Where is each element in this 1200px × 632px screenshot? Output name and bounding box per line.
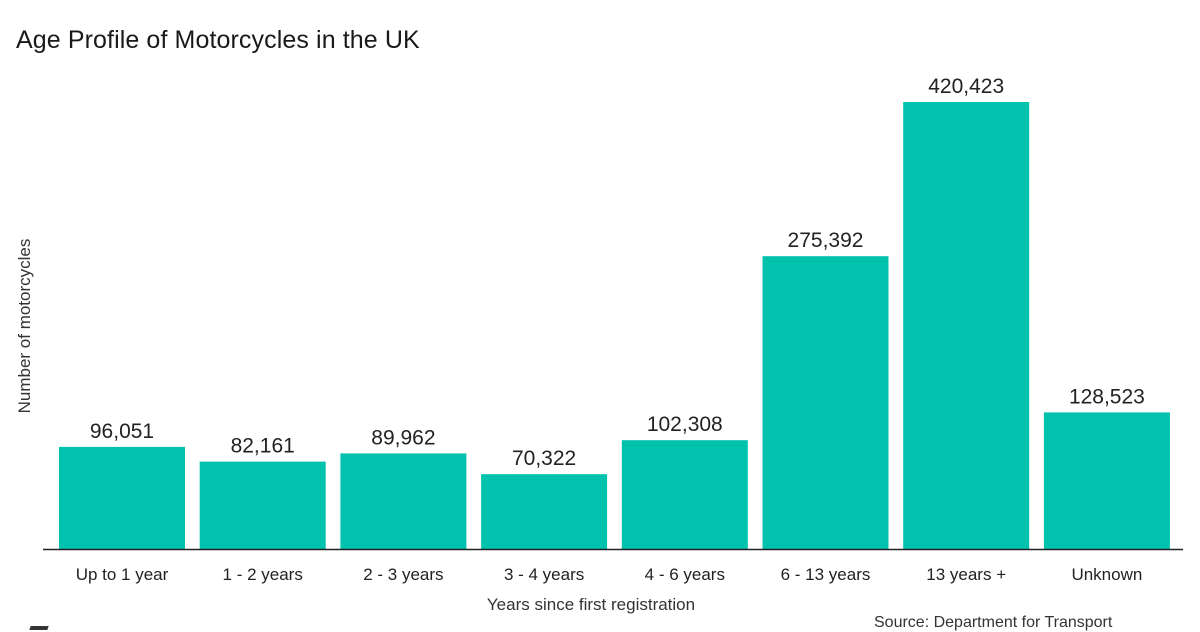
bar-3	[481, 474, 608, 549]
bar-labels-group: 96,051 82,161 89,962 70,322 102,308 275,392 42…	[90, 75, 1145, 470]
bar-7	[1043, 412, 1170, 549]
bar-6	[903, 102, 1030, 549]
chart-title: Age Profile of Motorcycles in the UK	[16, 26, 420, 54]
x-axis-title: Years since first registration	[487, 595, 695, 614]
x-tick-label-0: Up to 1 year	[76, 565, 169, 584]
x-tick-label-7: Unknown	[1071, 565, 1142, 584]
bar-value-label-3: 70,322	[512, 447, 576, 470]
bar-0	[59, 446, 185, 549]
bar-value-label-2: 89,962	[371, 426, 435, 449]
x-tick-label-1: 1 - 2 years	[223, 565, 303, 584]
corner-mark	[29, 626, 49, 630]
x-tick-label-3: 3 - 4 years	[504, 565, 584, 584]
bar-1	[199, 461, 326, 549]
bar-5	[762, 256, 889, 549]
x-tick-label-5: 6 - 13 years	[781, 565, 871, 584]
source-note: Source: Department for Transport	[874, 614, 1113, 631]
x-tick-label-6: 13 years +	[926, 565, 1006, 584]
bar-4	[621, 440, 748, 549]
bars-group	[59, 102, 1170, 549]
bar-value-label-4: 102,308	[647, 413, 723, 436]
bar-value-label-1: 82,161	[231, 435, 295, 458]
bar-value-label-0: 96,051	[90, 420, 154, 443]
y-axis-title: Number of motorcycles	[15, 239, 34, 414]
x-tick-label-2: 2 - 3 years	[363, 565, 443, 584]
tick-labels-group: Up to 1 year 1 - 2 years 2 - 3 years 3 - 4 …	[76, 565, 1143, 584]
bar-value-label-6: 420,423	[928, 75, 1004, 98]
bar-2	[340, 453, 467, 549]
bar-value-label-7: 128,523	[1069, 385, 1145, 408]
bar-value-label-5: 275,392	[788, 229, 864, 252]
x-tick-label-4: 4 - 6 years	[645, 565, 725, 584]
